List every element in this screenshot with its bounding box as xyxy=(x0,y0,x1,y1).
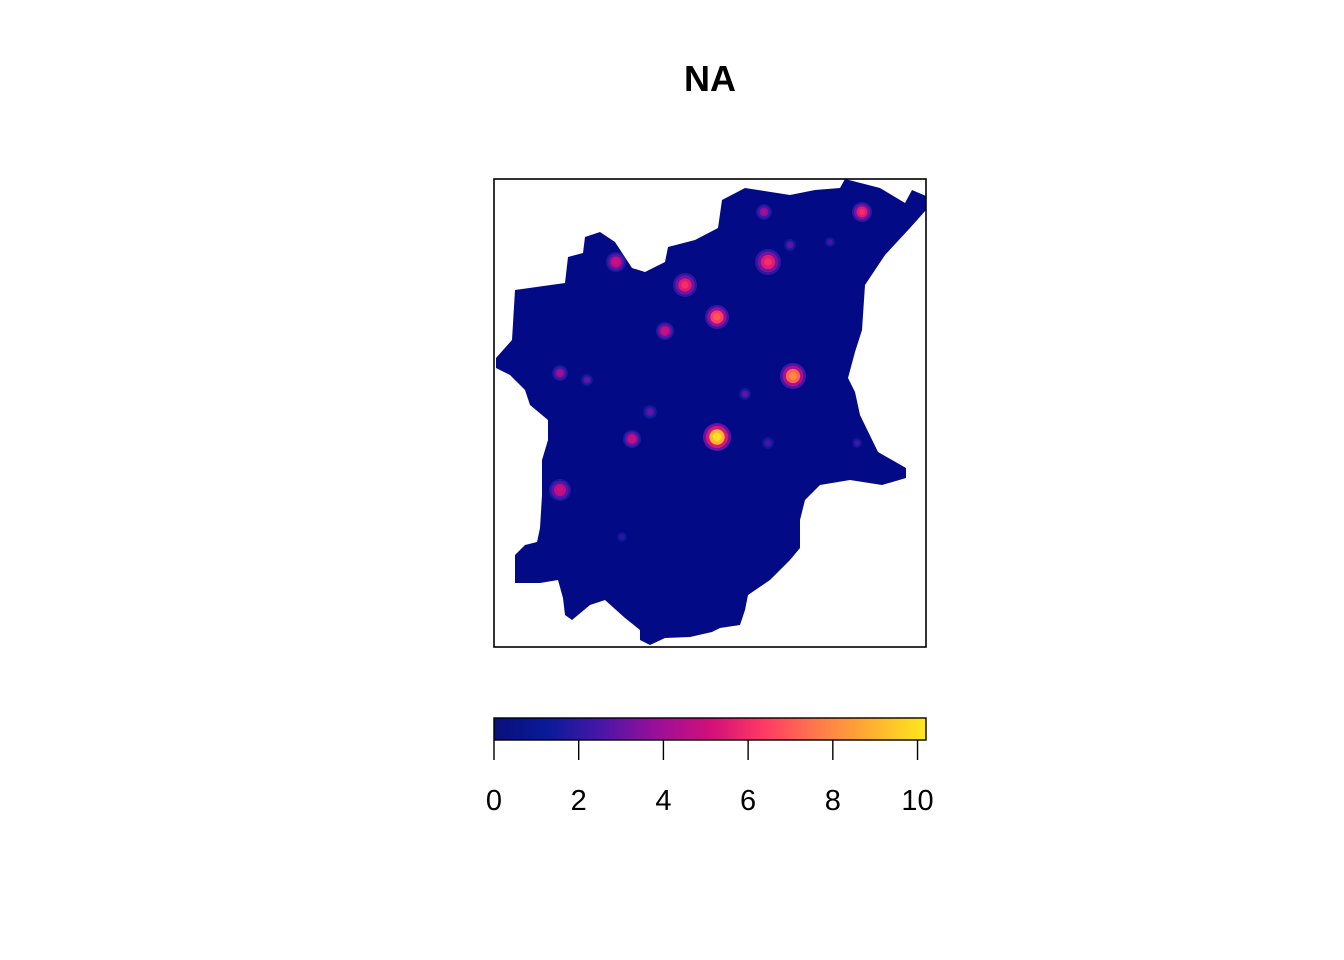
hotspot xyxy=(825,237,835,247)
hotspot xyxy=(552,365,568,381)
hotspot xyxy=(852,202,872,222)
hotspot xyxy=(549,479,571,501)
colorbar-tick-label: 0 xyxy=(486,785,502,817)
hotspot xyxy=(606,252,626,272)
hotspot xyxy=(643,405,657,419)
hotspot xyxy=(756,204,772,220)
hotspot xyxy=(623,430,641,448)
colorbar-tick-label: 4 xyxy=(655,785,671,817)
hotspot xyxy=(656,322,674,340)
colorbar-tick-label: 2 xyxy=(571,785,587,817)
hotspot xyxy=(673,273,697,297)
hotspot-ring xyxy=(766,441,770,445)
hotspot xyxy=(617,532,627,542)
colorbar-ticks: 0 2 4 6 8 10 xyxy=(486,740,934,817)
hotspot-layer xyxy=(549,202,872,542)
colorbar-tick-label: 8 xyxy=(825,785,841,817)
hotspot-ring xyxy=(557,370,563,376)
hotspot-ring xyxy=(859,209,865,215)
hotspot-ring xyxy=(855,441,859,445)
hotspot-ring xyxy=(681,281,689,289)
hotspot xyxy=(852,438,862,448)
hotspot xyxy=(755,249,781,275)
hotspot-ring xyxy=(828,240,832,244)
colorbar-tick-label: 6 xyxy=(740,785,756,817)
hotspot-ring xyxy=(585,378,589,382)
hotspot xyxy=(784,239,796,251)
hotspot-ring xyxy=(743,392,747,396)
hotspot xyxy=(762,437,774,449)
colorbar xyxy=(493,717,927,741)
hotspot xyxy=(780,363,806,389)
hotspot-ring xyxy=(629,436,635,442)
hotspot-ring xyxy=(613,259,619,265)
plot-title: NA xyxy=(684,58,736,99)
hotspot-ring xyxy=(556,486,564,494)
region-polygon xyxy=(496,179,926,645)
hotspot xyxy=(703,423,731,451)
hotspot xyxy=(705,305,729,329)
colorbar-tick-label: 10 xyxy=(901,785,933,817)
hotspot-ring xyxy=(647,409,653,415)
hotspot-ring xyxy=(788,243,792,247)
hotspot-ring xyxy=(789,372,797,380)
hotspot-ring xyxy=(662,328,668,334)
map-frame xyxy=(493,178,927,648)
hotspot-ring xyxy=(620,535,624,539)
hotspot-ring xyxy=(712,432,722,442)
hotspot xyxy=(739,388,751,400)
hotspot-ring xyxy=(761,209,767,215)
hotspot xyxy=(581,374,593,386)
hotspot-ring xyxy=(764,258,772,266)
hotspot-ring xyxy=(713,313,721,321)
